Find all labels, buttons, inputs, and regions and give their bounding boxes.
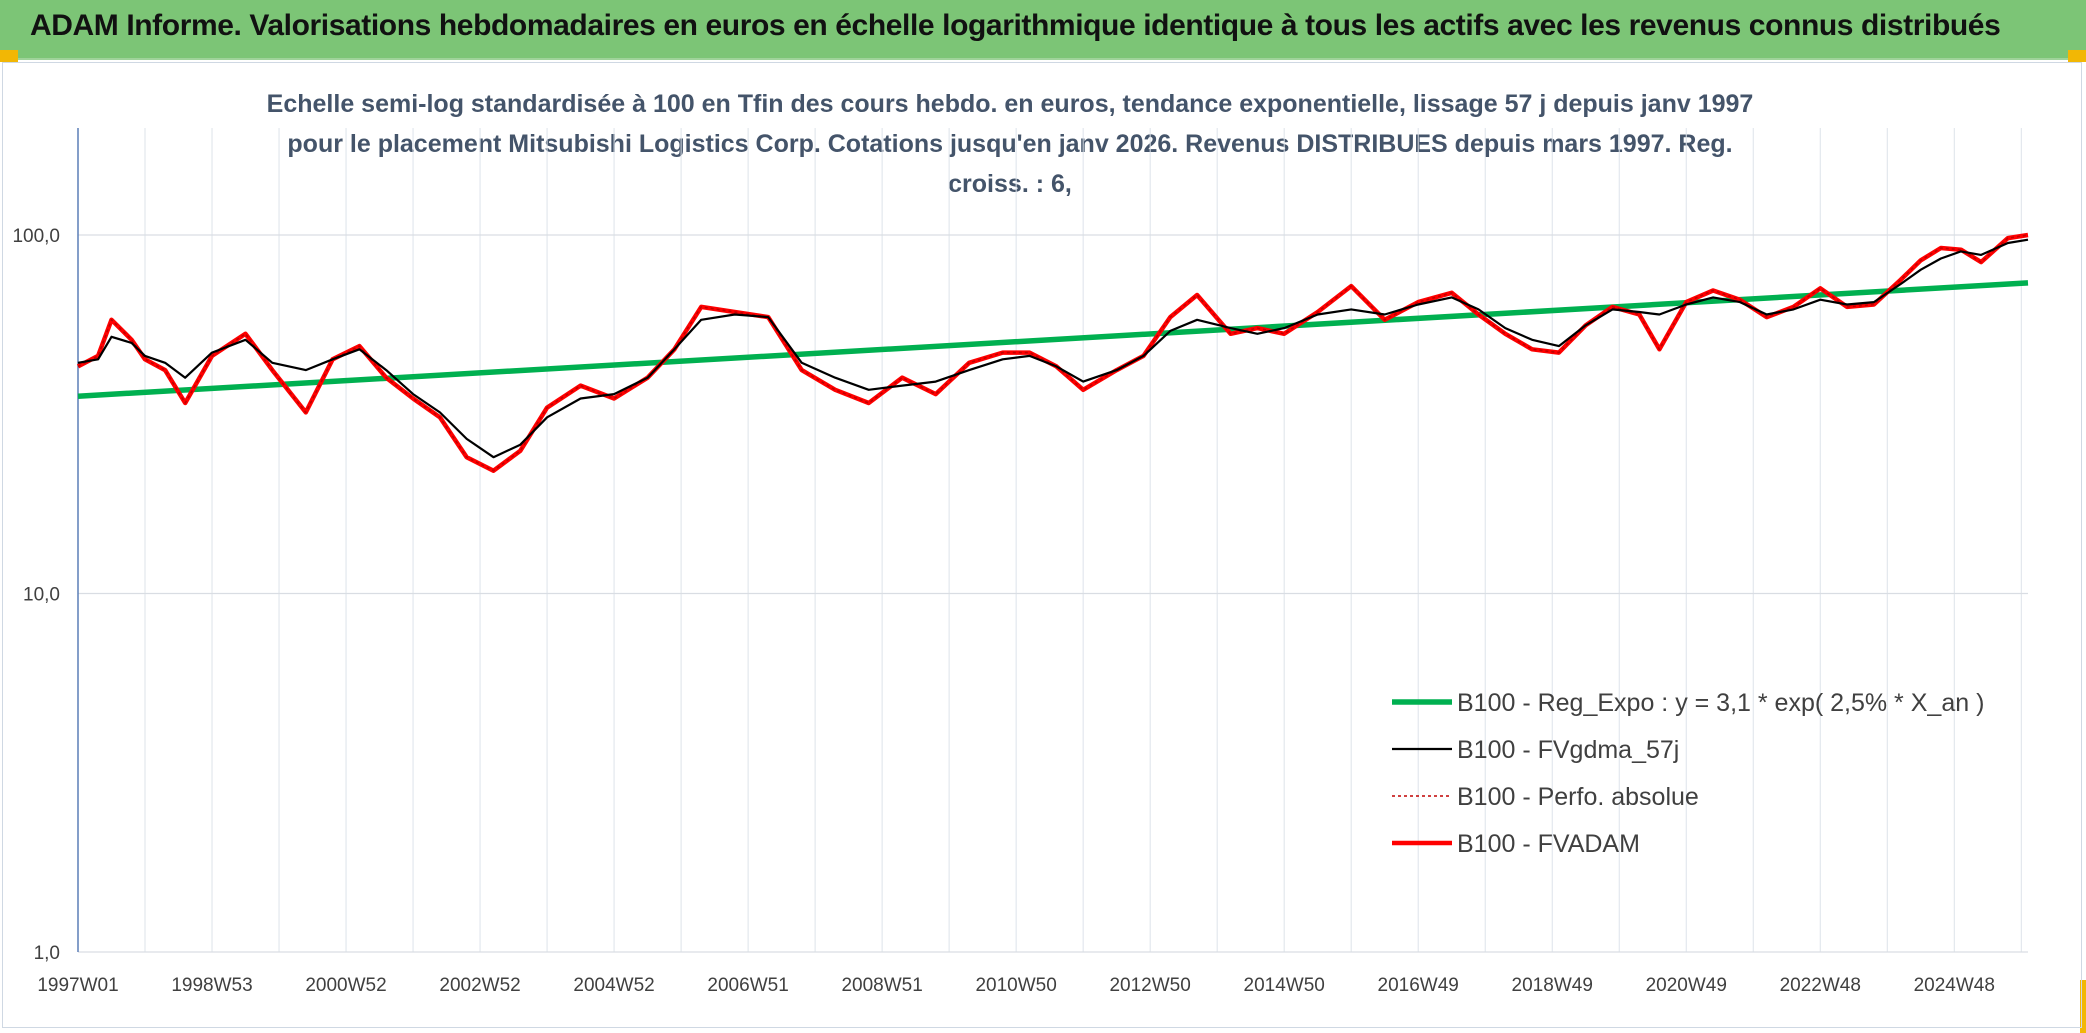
series-line-3 bbox=[76, 232, 2029, 473]
chart-title: Echelle semi-log standardisée à 100 en T… bbox=[266, 90, 1754, 198]
legend: B100 - Reg_Expo : y = 3,1 * exp( 2,5% * … bbox=[1392, 689, 1984, 858]
series-line-1 bbox=[77, 238, 2029, 459]
corner-marker-bottom-right bbox=[2080, 980, 2086, 1033]
x-tick-label: 2010W50 bbox=[975, 975, 1056, 996]
legend-entry: B100 - Reg_Expo : y = 3,1 * exp( 2,5% * … bbox=[1457, 689, 1984, 717]
x-tick-label: 2008W51 bbox=[841, 975, 922, 996]
chart-frame bbox=[2, 62, 2082, 1028]
corner-marker-right bbox=[2068, 50, 2086, 62]
title-banner: ADAM Informe. Valorisations hebdomadaire… bbox=[0, 0, 2086, 60]
legend-entry: B100 - FVADAM bbox=[1457, 830, 1640, 858]
legend-entry: B100 - FVgdma_57j bbox=[1457, 736, 1679, 764]
x-tick-label: 2014W50 bbox=[1244, 975, 1325, 996]
x-tick-label: 2020W49 bbox=[1646, 975, 1727, 996]
x-tick-label: 2000W52 bbox=[305, 975, 386, 996]
x-tick-label: 2006W51 bbox=[707, 975, 788, 996]
x-tick-label: 1998W53 bbox=[171, 975, 252, 996]
y-tick-label: 10,0 bbox=[23, 585, 60, 606]
series-line-2 bbox=[77, 234, 2029, 472]
x-tick-label: 2024W48 bbox=[1914, 975, 1995, 996]
series-layer bbox=[76, 232, 2029, 473]
x-tick-label: 2004W52 bbox=[573, 975, 654, 996]
corner-marker-left bbox=[0, 50, 18, 62]
x-tick-label: 2002W52 bbox=[439, 975, 520, 996]
x-tick-label: 1997W01 bbox=[37, 975, 118, 996]
legend-entry: B100 - Perfo. absolue bbox=[1457, 783, 1699, 811]
x-tick-label: 2016W49 bbox=[1378, 975, 1459, 996]
y-tick-label: 1,0 bbox=[34, 943, 60, 964]
axis-layer: 1,0 10,0 100,0 1997W01 1998W53 2000W52 2002W52… bbox=[12, 128, 1995, 996]
series-line-0 bbox=[77, 280, 2029, 399]
x-tick-label: 2012W50 bbox=[1109, 975, 1190, 996]
x-tick-label: 2022W48 bbox=[1780, 975, 1861, 996]
grid-layer bbox=[78, 128, 2028, 953]
x-tick-label: 2018W49 bbox=[1512, 975, 1593, 996]
y-tick-label: 100,0 bbox=[12, 226, 60, 247]
report-title: ADAM Informe. Valorisations hebdomadaire… bbox=[30, 9, 2001, 42]
